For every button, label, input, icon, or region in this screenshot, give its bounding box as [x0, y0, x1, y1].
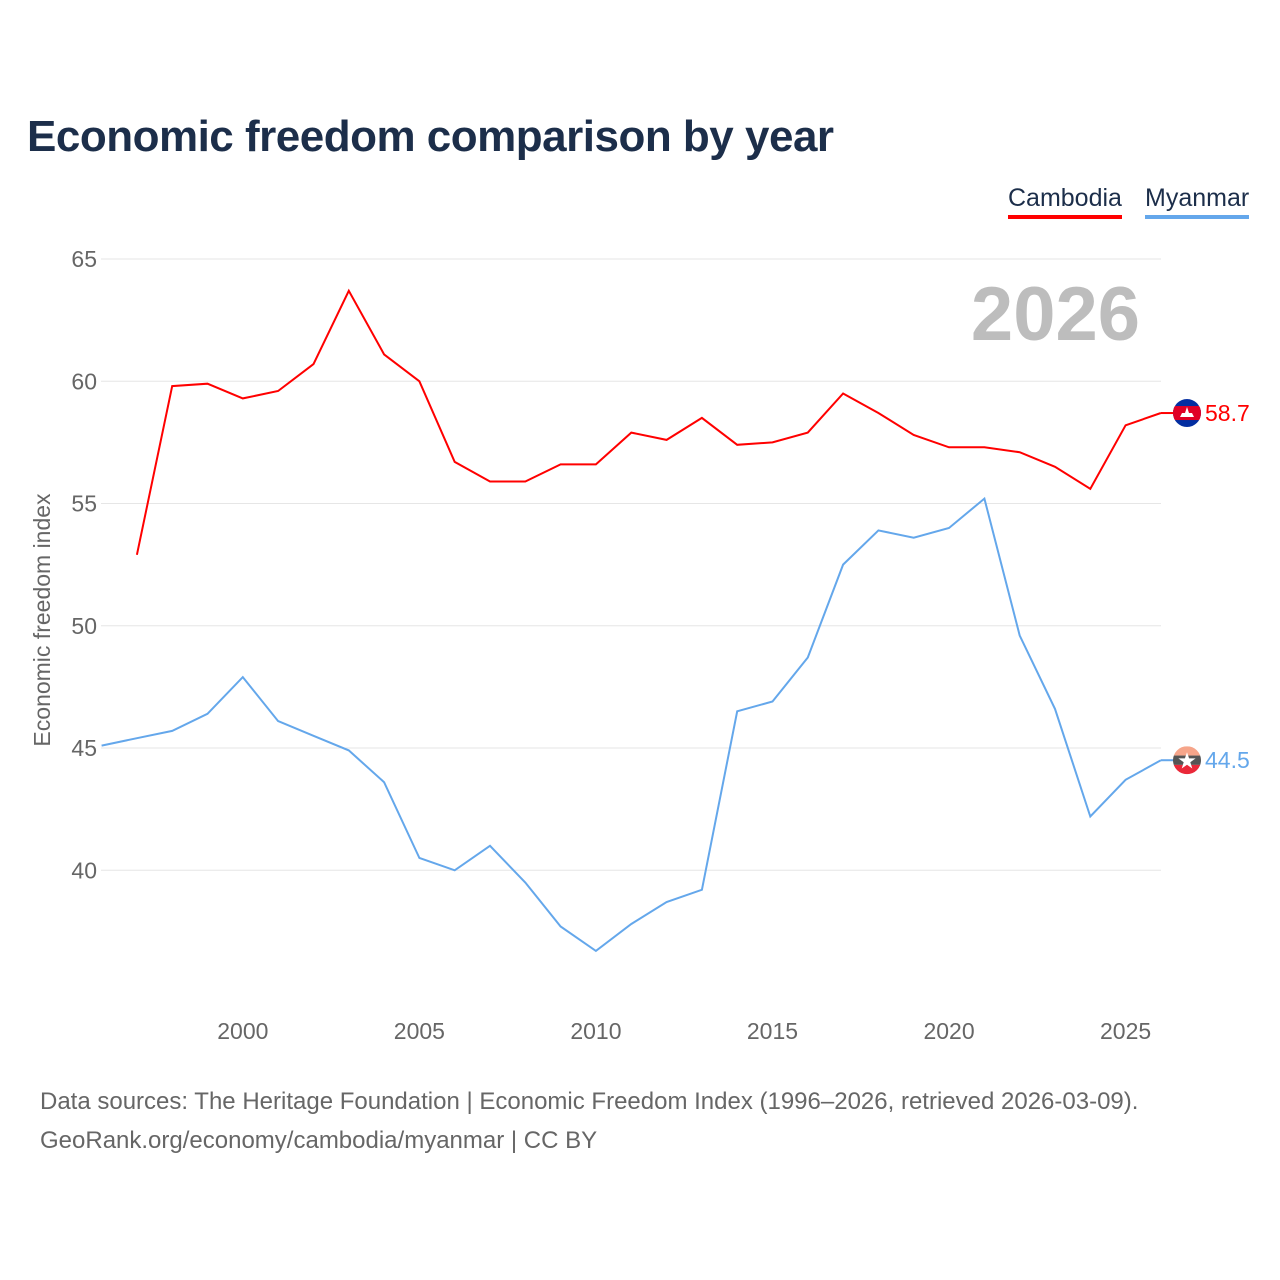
data-point [947, 526, 951, 530]
chart-title: Economic freedom comparison by year [27, 112, 834, 161]
data-point [735, 709, 739, 713]
x-tick-label: 2025 [1100, 1018, 1151, 1044]
data-point [947, 445, 951, 449]
data-point [1018, 450, 1022, 454]
data-point [417, 379, 421, 383]
data-point [170, 384, 174, 388]
y-tick-label: 50 [71, 613, 97, 639]
legend-item-cambodia[interactable]: Cambodia [1008, 184, 1122, 219]
data-point [806, 656, 810, 660]
data-point [594, 462, 598, 466]
y-tick-label: 55 [71, 491, 97, 517]
data-point [665, 900, 669, 904]
x-tick-label: 2010 [570, 1018, 621, 1044]
data-point [982, 497, 986, 501]
data-point [241, 396, 245, 400]
data-point [770, 700, 774, 704]
data-point [912, 433, 916, 437]
myanmar-flag-icon [1173, 746, 1201, 775]
data-point [206, 382, 210, 386]
data-point [982, 445, 986, 449]
data-point [735, 443, 739, 447]
data-point [135, 736, 139, 740]
footer-sources: Data sources: The Heritage Foundation | … [40, 1088, 1139, 1115]
y-tick-label: 45 [71, 735, 97, 761]
data-point [1053, 707, 1057, 711]
data-point [1088, 487, 1092, 491]
data-point [347, 289, 351, 293]
y-tick-label: 40 [71, 857, 97, 883]
y-tick-label: 65 [71, 246, 97, 272]
data-point [276, 389, 280, 393]
data-point [629, 922, 633, 926]
data-point [1018, 634, 1022, 638]
data-point [700, 888, 704, 892]
legend-item-myanmar[interactable]: Myanmar [1145, 184, 1250, 219]
data-point [347, 748, 351, 752]
data-point [876, 411, 880, 415]
data-point [629, 431, 633, 435]
end-value-label-myanmar: 44.5 [1205, 747, 1250, 773]
data-point [382, 352, 386, 356]
data-point [665, 438, 669, 442]
cambodia-flag-icon [1173, 399, 1201, 428]
data-point [770, 440, 774, 444]
data-point [276, 719, 280, 723]
year-watermark: 2026 [971, 272, 1140, 357]
data-point [1124, 423, 1128, 427]
y-tick-label: 60 [71, 368, 97, 394]
series-line-myanmar [101, 496, 1162, 953]
data-point [170, 729, 174, 733]
data-point [523, 479, 527, 483]
data-point [488, 479, 492, 483]
data-point [311, 362, 315, 366]
data-point [1088, 814, 1092, 818]
data-point [912, 536, 916, 540]
x-tick-label: 2015 [747, 1018, 798, 1044]
data-point [453, 868, 457, 872]
data-point [311, 734, 315, 738]
data-point [523, 880, 527, 884]
x-tick-label: 2020 [923, 1018, 974, 1044]
footer-credit: GeoRank.org/economy/cambodia/myanmar | C… [40, 1127, 598, 1154]
data-point [1053, 465, 1057, 469]
series-line-cambodia [135, 288, 1162, 556]
data-point [453, 460, 457, 464]
data-point [488, 844, 492, 848]
data-point [206, 712, 210, 716]
data-point [135, 553, 139, 557]
data-point [806, 431, 810, 435]
data-point [100, 744, 104, 748]
end-value-label-cambodia: 58.7 [1205, 400, 1250, 426]
data-point [594, 949, 598, 953]
data-point [417, 856, 421, 860]
data-point [700, 416, 704, 420]
x-tick-label: 2000 [217, 1018, 268, 1044]
data-point [241, 675, 245, 679]
y-axis-label: Economic freedom index [29, 493, 55, 747]
data-point [1124, 778, 1128, 782]
data-point [876, 528, 880, 532]
x-tick-label: 2005 [394, 1018, 445, 1044]
data-point [559, 462, 563, 466]
data-point [382, 780, 386, 784]
data-point [841, 563, 845, 567]
data-point [841, 391, 845, 395]
data-point [559, 924, 563, 928]
